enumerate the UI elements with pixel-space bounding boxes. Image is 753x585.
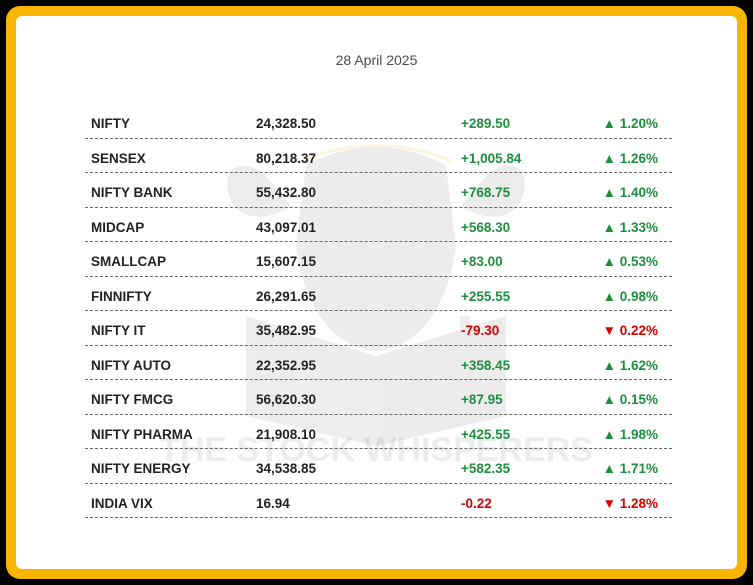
index-value: 34,538.85 xyxy=(256,461,317,476)
index-value: 21,908.10 xyxy=(256,426,317,442)
index-percent: ▼ 0.22% xyxy=(602,323,658,338)
index-value: 22,352.95 xyxy=(256,357,317,373)
table-row: FINNIFTY 26,291.65 +255.55 ▲ 0.98% xyxy=(85,277,672,311)
index-value: 35,482.95 xyxy=(256,323,317,338)
index-change: +768.75 xyxy=(461,185,511,200)
table-row: NIFTY IT 35,482.95 -79.30 ▼ 0.22% xyxy=(85,311,672,346)
index-percent: ▲ 1.62% xyxy=(602,357,658,373)
index-change: -0.22 xyxy=(461,495,492,511)
index-value: 43,097.01 xyxy=(256,219,317,235)
index-change: +1,005.84 xyxy=(461,150,522,166)
table-row: SMALLCAP 15,607.15 +83.00 ▲ 0.53% xyxy=(85,242,672,277)
index-name: NIFTY IT xyxy=(91,323,146,338)
index-value: 80,218.37 xyxy=(256,150,317,166)
date-label: 28 April 2025 xyxy=(335,52,418,68)
table-row: NIFTY ENERGY 34,538.85 +582.35 ▲ 1.71% xyxy=(85,449,672,484)
index-name: FINNIFTY xyxy=(91,288,152,304)
index-name: NIFTY ENERGY xyxy=(91,461,191,476)
index-percent: ▲ 1.40% xyxy=(602,185,658,200)
table-row: NIFTY FMCG 56,620.30 +87.95 ▲ 0.15% xyxy=(85,380,672,415)
index-percent: ▲ 0.53% xyxy=(602,254,658,269)
index-name: NIFTY FMCG xyxy=(91,392,174,407)
table-row: NIFTY 24,328.50 +289.50 ▲ 1.20% xyxy=(85,104,672,139)
index-name: NIFTY BANK xyxy=(91,185,173,200)
index-change: +568.30 xyxy=(461,219,511,235)
index-change: +289.50 xyxy=(461,116,511,131)
index-name: SENSEX xyxy=(91,150,146,166)
table-row: SENSEX 80,218.37 +1,005.84 ▲ 1.26% xyxy=(85,139,672,173)
index-value: 15,607.15 xyxy=(256,254,317,269)
index-change: +425.55 xyxy=(461,426,511,442)
index-change: +83.00 xyxy=(461,254,503,269)
index-value: 16.94 xyxy=(256,495,290,511)
index-name: NIFTY AUTO xyxy=(91,357,172,373)
index-table: NIFTY 24,328.50 +289.50 ▲ 1.20% SENSEX 80,218… xyxy=(85,104,672,518)
index-name: SMALLCAP xyxy=(91,254,166,269)
table-row: NIFTY AUTO 22,352.95 +358.45 ▲ 1.62% xyxy=(85,346,672,380)
table-row: NIFTY PHARMA 21,908.10 +425.55 ▲ 1.98% xyxy=(85,415,672,449)
content-card: THE STOCK WHISPERERS 28 April 2025 NIFTY… xyxy=(16,16,737,569)
index-percent: ▲ 0.15% xyxy=(602,392,658,407)
index-percent: ▲ 1.98% xyxy=(602,426,658,442)
table-row: MIDCAP 43,097.01 +568.30 ▲ 1.33% xyxy=(85,208,672,242)
index-name: NIFTY xyxy=(91,116,130,131)
index-percent: ▲ 1.71% xyxy=(602,461,658,476)
index-percent: ▼ 1.28% xyxy=(602,495,658,511)
index-change: +582.35 xyxy=(461,461,511,476)
index-change: +358.45 xyxy=(461,357,511,373)
index-value: 26,291.65 xyxy=(256,288,317,304)
index-value: 24,328.50 xyxy=(256,116,317,131)
index-name: INDIA VIX xyxy=(91,495,153,511)
index-percent: ▲ 1.33% xyxy=(602,219,658,235)
index-name: NIFTY PHARMA xyxy=(91,426,193,442)
index-value: 55,432.80 xyxy=(256,185,317,200)
index-change: +87.95 xyxy=(461,392,503,407)
index-change: +255.55 xyxy=(461,288,511,304)
table-row: NIFTY BANK 55,432.80 +768.75 ▲ 1.40% xyxy=(85,173,672,208)
index-percent: ▲ 0.98% xyxy=(602,288,658,304)
yellow-frame: THE STOCK WHISPERERS 28 April 2025 NIFTY… xyxy=(6,6,747,579)
index-value: 56,620.30 xyxy=(256,392,317,407)
table-row: INDIA VIX 16.94 -0.22 ▼ 1.28% xyxy=(85,484,672,518)
index-percent: ▲ 1.20% xyxy=(602,116,658,131)
index-percent: ▲ 1.26% xyxy=(602,150,658,166)
index-name: MIDCAP xyxy=(91,219,145,235)
index-change: -79.30 xyxy=(461,323,500,338)
